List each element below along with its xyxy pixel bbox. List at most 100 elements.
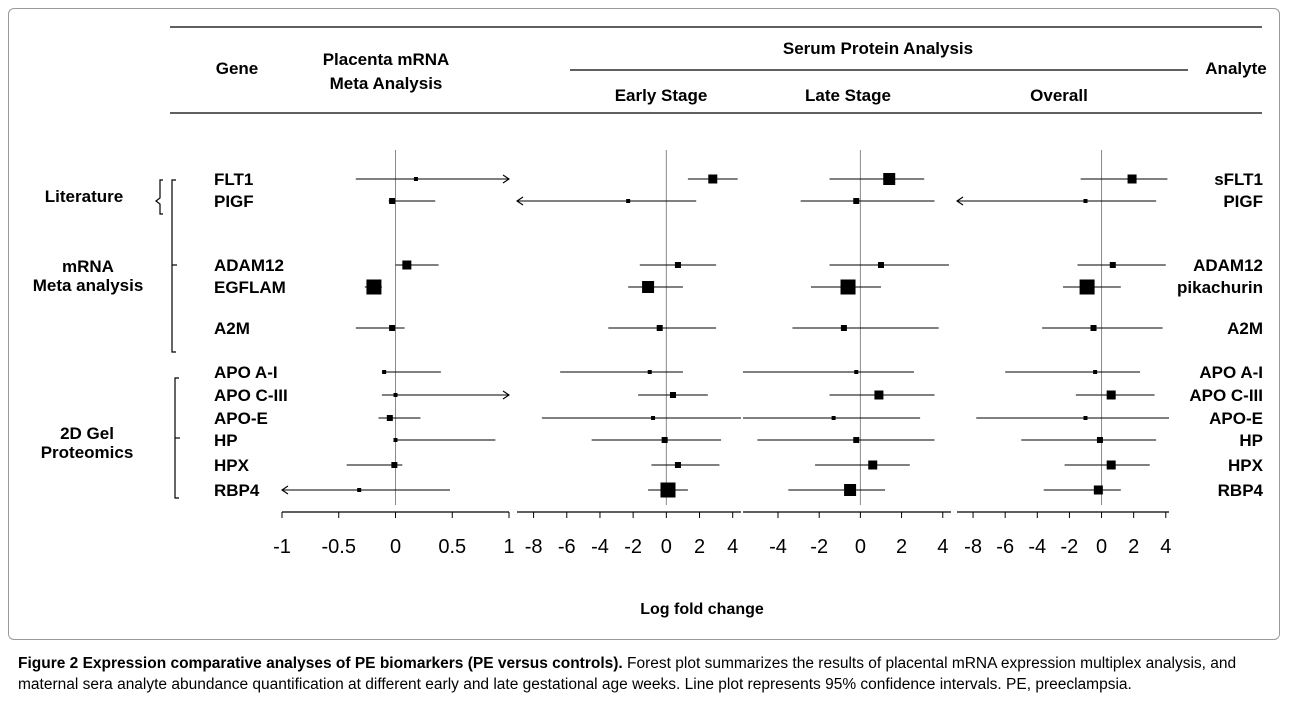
point-estimate bbox=[1083, 199, 1088, 203]
point-estimate bbox=[1106, 460, 1116, 470]
point-estimate bbox=[393, 393, 398, 397]
point-estimate bbox=[669, 392, 676, 398]
point-estimate bbox=[831, 416, 836, 420]
x-tick-label: -2 bbox=[810, 536, 828, 558]
gene-label: HP bbox=[214, 431, 238, 450]
point-estimate bbox=[844, 484, 857, 496]
ci-arrow bbox=[956, 196, 964, 206]
point-estimate bbox=[386, 415, 393, 421]
header-analyte: Analyte bbox=[1205, 59, 1266, 78]
analyte-label: HPX bbox=[1228, 456, 1264, 475]
point-estimate bbox=[877, 262, 884, 268]
x-tick-label: -4 bbox=[769, 536, 787, 558]
gene-label: A2M bbox=[214, 319, 250, 338]
group-label-mrna-line2: Meta analysis bbox=[33, 276, 144, 295]
x-tick-label: 2 bbox=[694, 536, 705, 558]
header-serum: Serum Protein Analysis bbox=[783, 39, 973, 58]
ci-arrow bbox=[502, 390, 510, 400]
point-estimate bbox=[651, 416, 656, 420]
ci-arrow bbox=[516, 196, 524, 206]
analyte-label: APO-E bbox=[1209, 409, 1263, 428]
gene-label: EGFLAM bbox=[214, 278, 286, 297]
gene-label: APO C-III bbox=[214, 386, 288, 405]
gene-label: FLT1 bbox=[214, 170, 253, 189]
header-placenta-line2: Meta Analysis bbox=[330, 74, 443, 93]
point-estimate bbox=[674, 462, 681, 468]
point-estimate bbox=[661, 437, 668, 443]
x-axis-label: Log fold change bbox=[640, 601, 764, 618]
point-estimate bbox=[391, 462, 398, 468]
point-estimate bbox=[1109, 262, 1116, 268]
analyte-label: HP bbox=[1239, 431, 1263, 450]
point-estimate bbox=[874, 390, 884, 400]
point-estimate bbox=[674, 262, 681, 268]
caption-text: Forest plot summarizes the results of pl… bbox=[18, 655, 1237, 693]
point-estimate bbox=[1093, 485, 1103, 495]
point-estimate bbox=[382, 370, 387, 374]
point-estimate bbox=[1090, 325, 1097, 331]
point-estimate bbox=[883, 173, 896, 185]
x-tick-label: 0.5 bbox=[438, 536, 466, 558]
analyte-label: APO A-I bbox=[1199, 363, 1263, 382]
header-late-stage: Late Stage bbox=[805, 86, 891, 105]
x-tick-label: 4 bbox=[937, 536, 948, 558]
gene-label: PIGF bbox=[214, 192, 254, 211]
group-label-mrna-line1: mRNA bbox=[62, 257, 114, 276]
analyte-label: pikachurin bbox=[1177, 278, 1263, 297]
analyte-label: PIGF bbox=[1223, 192, 1263, 211]
x-tick-label: -8 bbox=[964, 536, 982, 558]
x-tick-label: 2 bbox=[1128, 536, 1139, 558]
point-estimate bbox=[840, 279, 856, 295]
ci-arrow bbox=[502, 174, 510, 184]
point-estimate bbox=[854, 370, 859, 374]
x-tick-label: 0 bbox=[855, 536, 866, 558]
forest-plot: Gene Placenta mRNA Meta Analysis Serum Prot… bbox=[33, 26, 1267, 618]
gene-label: HPX bbox=[214, 456, 250, 475]
literature-brace bbox=[155, 179, 163, 215]
point-estimate bbox=[1093, 370, 1098, 374]
figure-frame bbox=[8, 8, 1280, 640]
analyte-label: APO C-III bbox=[1189, 386, 1263, 405]
point-estimate bbox=[389, 325, 396, 331]
point-estimate bbox=[366, 279, 382, 295]
x-tick-label: -6 bbox=[996, 536, 1014, 558]
x-tick-label: -2 bbox=[1061, 536, 1079, 558]
header-overall: Overall bbox=[1030, 86, 1088, 105]
point-estimate bbox=[642, 281, 655, 293]
ci-arrow bbox=[281, 485, 289, 495]
x-tick-label: 0 bbox=[1096, 536, 1107, 558]
analyte-label: RBP4 bbox=[1218, 481, 1264, 500]
point-estimate bbox=[413, 177, 418, 181]
gene-label: RBP4 bbox=[214, 481, 260, 500]
point-estimate bbox=[389, 198, 396, 204]
analyte-label: ADAM12 bbox=[1193, 256, 1263, 275]
point-estimate bbox=[840, 325, 847, 331]
x-tick-label: 4 bbox=[727, 536, 738, 558]
x-tick-label: 0 bbox=[390, 536, 401, 558]
x-tick-label: -8 bbox=[525, 536, 543, 558]
point-estimate bbox=[656, 325, 663, 331]
x-tick-label: -6 bbox=[558, 536, 576, 558]
header-placenta-line1: Placenta mRNA bbox=[323, 50, 450, 69]
point-estimate bbox=[853, 198, 860, 204]
group-label-proteomics-line1: 2D Gel bbox=[60, 424, 114, 443]
point-estimate bbox=[1106, 390, 1116, 400]
point-estimate bbox=[1096, 437, 1103, 443]
point-estimate bbox=[1083, 416, 1088, 420]
x-tick-label: -4 bbox=[591, 536, 609, 558]
header-early-stage: Early Stage bbox=[615, 86, 708, 105]
point-estimate bbox=[660, 482, 676, 498]
x-tick-label: 1 bbox=[503, 536, 514, 558]
x-tick-label: -1 bbox=[273, 536, 291, 558]
point-estimate bbox=[853, 437, 860, 443]
analyte-label: sFLT1 bbox=[1214, 170, 1263, 189]
header-gene: Gene bbox=[216, 59, 259, 78]
point-estimate bbox=[626, 199, 631, 203]
point-estimate bbox=[393, 438, 398, 442]
caption-label: Figure 2 Expression comparative analyses… bbox=[18, 655, 623, 672]
gene-label: ADAM12 bbox=[214, 256, 284, 275]
x-tick-label: 0 bbox=[661, 536, 672, 558]
point-estimate bbox=[868, 460, 878, 470]
point-estimate bbox=[708, 174, 718, 184]
group-label-proteomics-line2: Proteomics bbox=[41, 443, 134, 462]
